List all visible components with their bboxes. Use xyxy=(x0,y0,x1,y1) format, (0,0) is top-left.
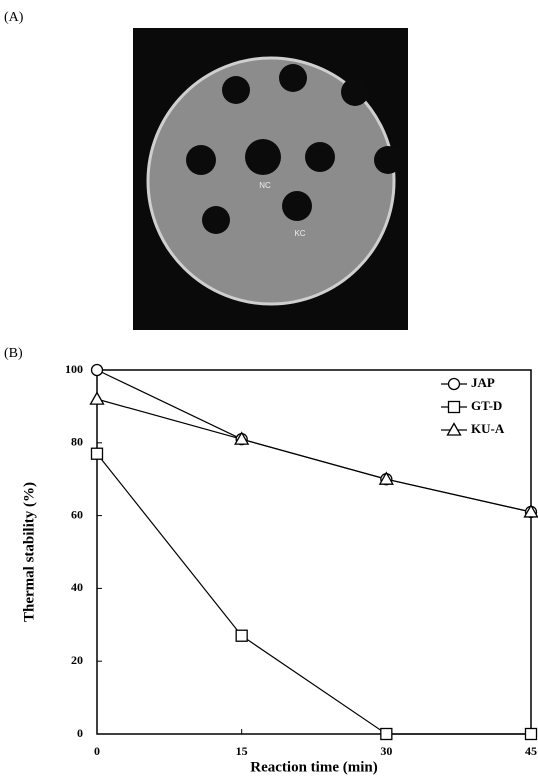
legend-label: KU-A xyxy=(471,421,505,436)
x-tick-label: 15 xyxy=(236,744,248,758)
data-point xyxy=(236,630,247,641)
y-tick-label: 40 xyxy=(71,580,83,594)
y-tick-label: 20 xyxy=(71,653,83,667)
y-tick-label: 60 xyxy=(71,507,83,521)
legend-label: JAP xyxy=(471,375,495,390)
legend-label: GT-D xyxy=(471,398,502,413)
plot-frame xyxy=(97,370,531,734)
series-line xyxy=(97,399,531,512)
y-tick-label: 100 xyxy=(65,362,83,376)
data-point xyxy=(526,729,537,740)
y-tick-label: 0 xyxy=(77,726,83,740)
data-point xyxy=(381,729,392,740)
data-point xyxy=(92,448,103,459)
x-axis-label: Reaction time (min) xyxy=(250,759,377,775)
x-tick-label: 30 xyxy=(380,744,392,758)
x-tick-label: 45 xyxy=(525,744,537,758)
x-tick-label: 0 xyxy=(94,744,100,758)
legend-marker xyxy=(448,424,461,436)
legend-marker xyxy=(449,402,460,413)
plate-label: NC xyxy=(259,181,271,190)
series-line xyxy=(97,370,531,512)
y-tick-label: 80 xyxy=(71,435,83,449)
panel-label: (B) xyxy=(4,346,23,361)
series-line xyxy=(97,454,531,734)
legend-marker xyxy=(449,379,460,390)
figure: (A) NC KC (B) Thermal stability (%) Reac… xyxy=(0,0,538,780)
y-axis-label: Thermal stability (%) xyxy=(21,482,37,622)
data-point xyxy=(91,393,104,405)
plate-label: KC xyxy=(294,229,305,238)
data-point xyxy=(92,365,103,376)
panel-label: (A) xyxy=(4,10,24,25)
